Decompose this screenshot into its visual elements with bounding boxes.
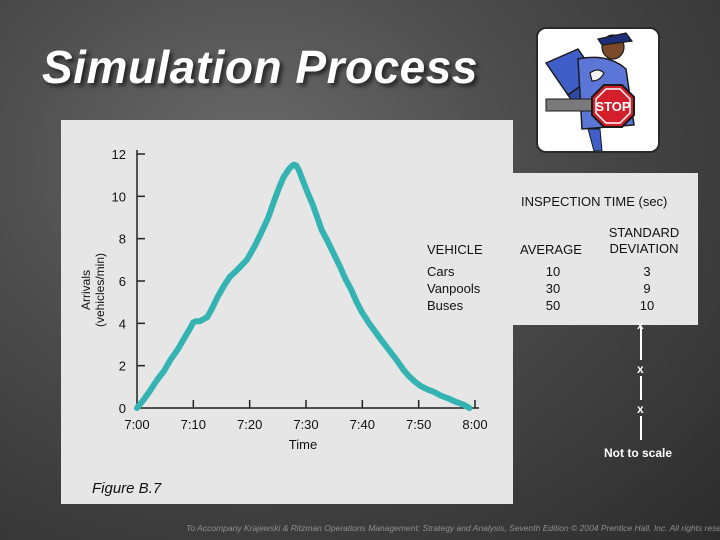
y-axis: 0 2 4 6 8 10 12: [112, 147, 145, 416]
x-tick-label: 7:10: [181, 417, 206, 432]
figure-label: Figure B.7: [92, 480, 162, 497]
y-tick-label: 0: [119, 401, 126, 416]
inspection-table-box: [405, 173, 698, 325]
average-cell: 50: [545, 298, 561, 313]
sd-cell: 10: [639, 298, 655, 313]
scale-mark: x: [637, 318, 644, 332]
x-tick-label: 7:50: [406, 417, 431, 432]
slide-title: Simulation Process: [42, 41, 478, 93]
y-tick-label: 10: [112, 189, 126, 204]
average-cell: 10: [545, 264, 561, 279]
y-tick-label: 8: [119, 232, 126, 247]
scale-mark: x: [637, 362, 644, 376]
arrivals-series-line: [134, 161, 473, 411]
y-axis-label-line-2: (vehicles/min): [93, 253, 107, 327]
scale-mark: x: [637, 402, 644, 416]
table-row: Vanpools: [427, 280, 480, 297]
x-tick-label: 7:00: [124, 417, 149, 432]
sd-cell: 9: [643, 281, 651, 296]
table-row: Buses: [427, 297, 463, 314]
y-tick-label: 4: [119, 316, 126, 331]
x-tick-label: 7:20: [237, 417, 262, 432]
column-average: AVERAGE: [520, 242, 582, 257]
police-officer-stop-sign-icon: STOP: [536, 27, 660, 153]
y-tick-label: 12: [112, 147, 126, 162]
inspection-table-title: INSPECTION TIME (sec): [521, 194, 668, 209]
copyright-credit: To Accompany Krajewski & Ritzman Operati…: [186, 523, 720, 533]
vehicle-cell: Buses: [427, 298, 464, 313]
x-tick-label: 7:30: [293, 417, 318, 432]
x-tick-label: 8:00: [462, 417, 487, 432]
y-tick-label: 2: [119, 359, 126, 374]
average-cell: 30: [545, 281, 561, 296]
x-axis: 7:00 7:10 7:20 7:30 7:40 7:50 8:00: [124, 400, 488, 432]
column-standard-deviation: STANDARD DEVIATION: [608, 225, 680, 256]
x-tick-label: 7:40: [350, 417, 375, 432]
x-axis-label: Time: [289, 437, 317, 452]
vehicle-cell: Vanpools: [427, 281, 481, 296]
vehicle-cell: Cars: [427, 264, 455, 279]
sd-cell: 3: [643, 264, 651, 279]
y-axis-label-line-1: Arrivals: [79, 270, 93, 310]
stop-sign-text: STOP: [595, 99, 630, 114]
y-tick-label: 6: [119, 274, 126, 289]
not-to-scale-note: Not to scale: [604, 446, 673, 460]
table-row: Cars: [427, 263, 454, 280]
column-vehicle: VEHICLE: [427, 242, 483, 257]
